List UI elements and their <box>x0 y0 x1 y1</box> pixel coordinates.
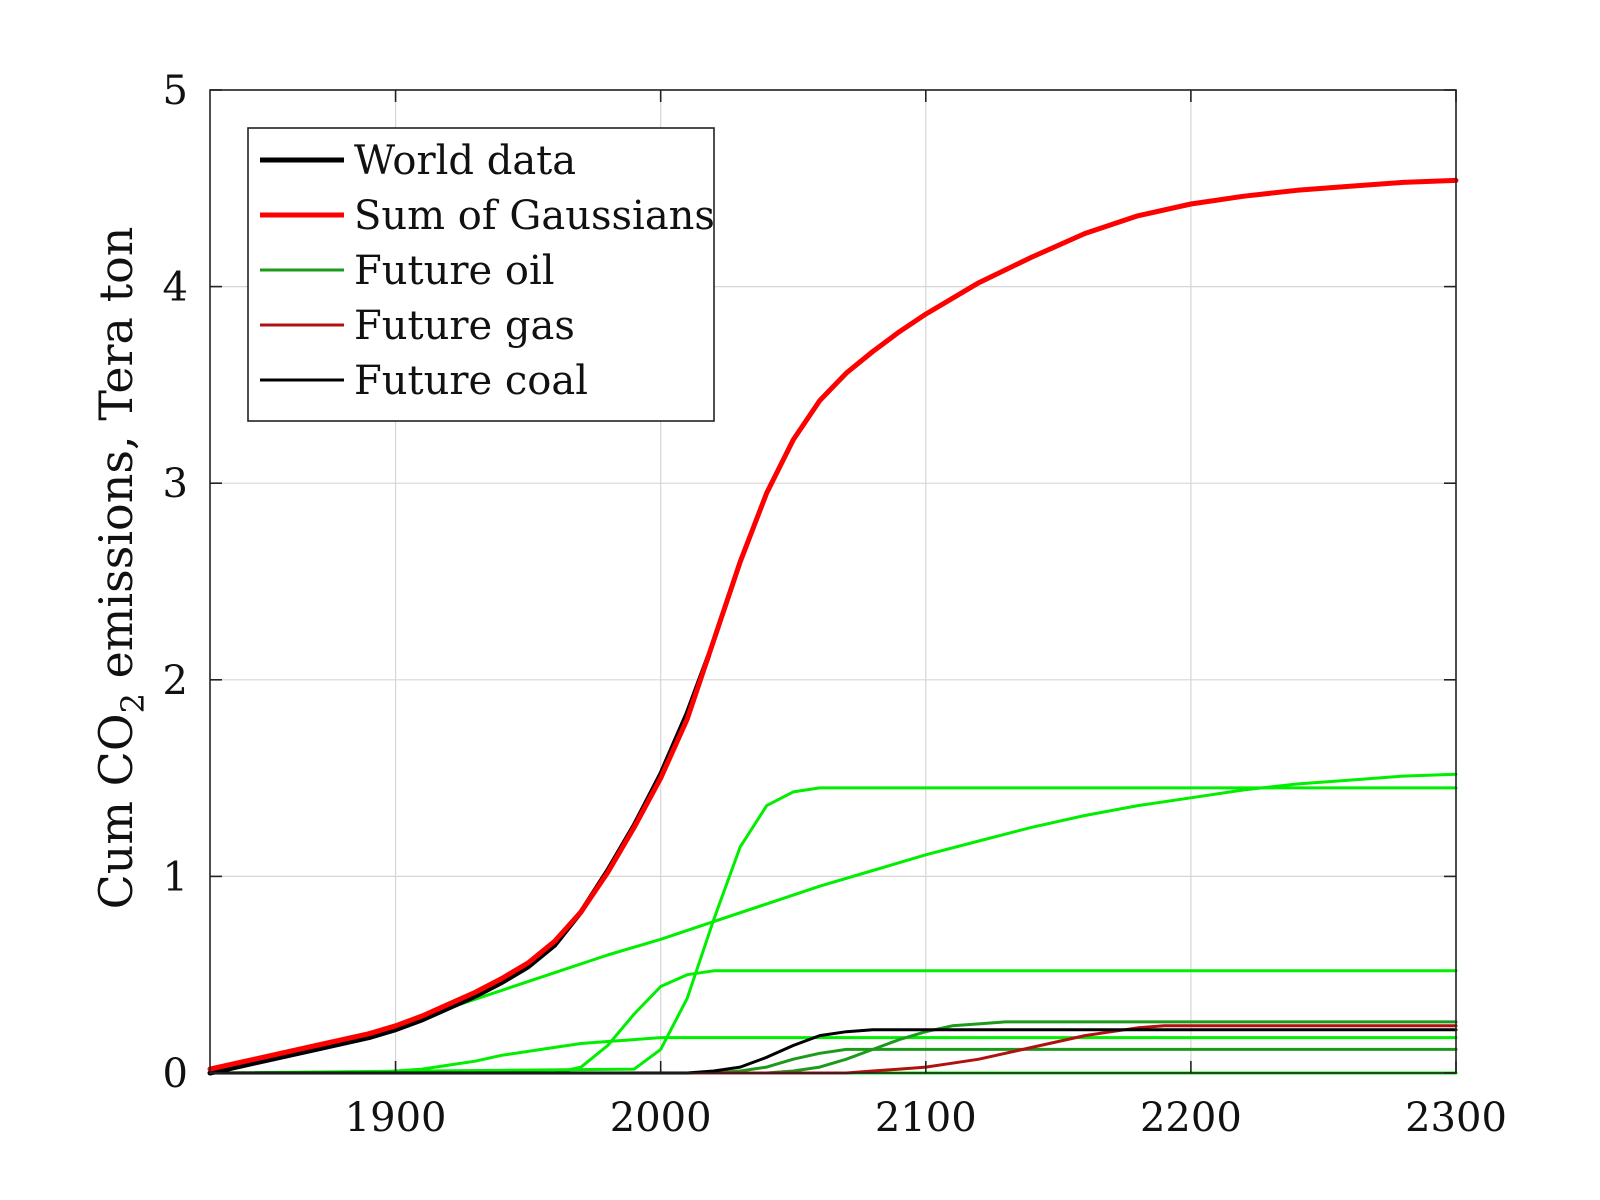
x-tick-label: 2200 <box>1140 1095 1242 1141</box>
y-tick-label: 0 <box>163 1051 188 1097</box>
x-tick-label: 2300 <box>1405 1095 1507 1141</box>
series-line-future-gas <box>208 1024 1458 1075</box>
tick-layer: 1900 2000 2100 2200 2300 0 1 2 3 4 5 <box>163 68 1507 1141</box>
legend-box <box>247 127 715 422</box>
series-line-future-oil-steep-1-45 <box>208 786 1458 1075</box>
y-tick-label: 2 <box>163 658 188 704</box>
legend-label-sum-of-gaussians: Sum of Gaussians <box>354 193 715 239</box>
legend-label-future-gas: Future gas <box>354 303 575 349</box>
legend-label-world-data: World data <box>354 138 576 184</box>
x-tick-label: 2100 <box>875 1095 977 1141</box>
series-line-future-coal <box>208 1028 1458 1075</box>
x-tick-label: 1900 <box>345 1095 447 1141</box>
series-line-world-data <box>207 653 711 1076</box>
series-line-sum-of-gaussians <box>207 177 1459 1072</box>
y-tick-label: 5 <box>163 68 188 114</box>
y-tick-label: 1 <box>163 854 188 900</box>
legend-label-future-oil: Future oil <box>354 248 555 294</box>
series-line-future-oil-dark-0-26 <box>208 1020 1458 1075</box>
y-tick-label: 4 <box>163 265 188 311</box>
legend-label-future-coal: Future coal <box>354 358 588 404</box>
y-axis-label: Cum CO2 emissions, Tera ton <box>89 227 152 910</box>
series-line-future-oil-0-52 <box>208 969 1458 1075</box>
series-line-future-oil-0-18 <box>208 1036 1458 1075</box>
plot-frame <box>209 89 1457 1074</box>
y-tick-label: 3 <box>163 461 188 507</box>
legend: World data Sum of Gaussians Future oil Futu… <box>247 127 715 422</box>
series-layer <box>207 177 1459 1076</box>
x-tick-label: 2000 <box>610 1095 712 1141</box>
